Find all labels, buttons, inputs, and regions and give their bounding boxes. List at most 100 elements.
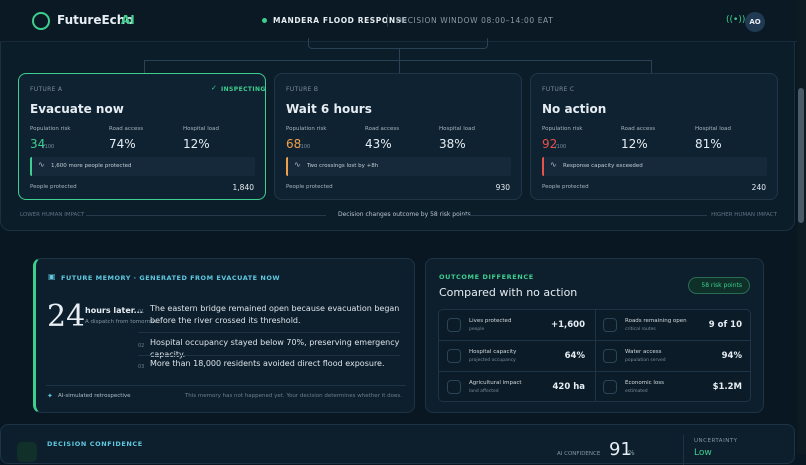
footer-label: People protected bbox=[542, 184, 589, 190]
metric-value: 81% bbox=[695, 137, 722, 151]
status-dot bbox=[262, 18, 267, 23]
cell-sub: population served bbox=[625, 358, 666, 363]
divider bbox=[46, 385, 406, 386]
metric-label: Population risk bbox=[30, 126, 71, 132]
metric-label: Road access bbox=[365, 126, 400, 132]
note-text: Two crossings lost by +8h bbox=[307, 163, 379, 169]
brand-suffix: AI bbox=[121, 13, 135, 27]
cell-icon bbox=[447, 380, 461, 394]
scroll-thumb[interactable] bbox=[798, 88, 804, 223]
scale-line bbox=[86, 215, 326, 216]
cell-value: 94% bbox=[721, 351, 742, 361]
logo bbox=[32, 12, 50, 30]
memory-panel: ▣ FUTURE MEMORY · GENERATED FROM EVACUAT… bbox=[33, 258, 415, 413]
confidence-panel: DECISION CONFIDENCE AI CONFIDENCE 91 % U… bbox=[0, 424, 795, 465]
divider bbox=[387, 14, 388, 27]
cell-name: Agricultural impact bbox=[469, 380, 522, 386]
impact-scale: LOWER HUMAN IMPACT Decision changes outc… bbox=[20, 211, 777, 218]
outcome-cell: Agricultural impact land affected 420 ha bbox=[439, 372, 596, 401]
check-icon: ✓ bbox=[211, 84, 217, 92]
future-label: FUTURE B bbox=[286, 86, 319, 93]
outcome-cell: Water access population served 94% bbox=[595, 341, 750, 372]
cell-icon bbox=[447, 349, 461, 363]
cell-icon bbox=[603, 380, 617, 394]
pulse-icon: ∿ bbox=[550, 160, 557, 169]
item-text: Hospital occupancy stayed below 70%, pre… bbox=[150, 338, 400, 359]
metric-label: Road access bbox=[621, 126, 656, 132]
cell-name: Lives protected bbox=[469, 318, 512, 324]
metric-label: Population risk bbox=[286, 126, 327, 132]
metric-unit: /100 bbox=[555, 144, 567, 150]
outcome-title: Compared with no action bbox=[439, 286, 578, 299]
footer-label: People protected bbox=[30, 184, 77, 190]
memory-subtitle: A dispatch from tomorrow bbox=[85, 319, 157, 325]
metric-label: Hospital load bbox=[183, 126, 219, 132]
note-text: Response capacity exceeded bbox=[563, 163, 643, 169]
mission: MANDERA FLOOD RESPONSE bbox=[273, 16, 408, 25]
scale-right: HIGHER HUMAN IMPACT bbox=[711, 212, 777, 218]
item-number: 02 bbox=[138, 343, 145, 349]
footer-value: 240 bbox=[751, 183, 766, 192]
memory-hours: 24 bbox=[47, 299, 86, 334]
uncertainty-value: Low bbox=[694, 448, 712, 458]
item-number: 01 bbox=[138, 309, 145, 315]
cell-name: Hospital capacity bbox=[469, 349, 517, 355]
outcome-panel: OUTCOME DIFFERENCE Compared with no acti… bbox=[425, 258, 764, 413]
cell-sub: people bbox=[469, 327, 485, 332]
decision-window: DECISION WINDOW 08:00–14:00 EAT bbox=[396, 16, 554, 25]
pulse-icon: ∿ bbox=[294, 160, 301, 169]
avatar[interactable]: AO bbox=[745, 12, 765, 32]
future-title: No action bbox=[542, 102, 607, 116]
outcome-cell: Hospital capacity projected occupancy 64% bbox=[439, 341, 596, 372]
future-label: FUTURE A bbox=[30, 86, 63, 93]
cell-value: 9 of 10 bbox=[708, 320, 742, 330]
brand: FutureEcho bbox=[57, 13, 134, 27]
note: ∿ 1,600 more people protected bbox=[30, 157, 255, 176]
metric-unit: /100 bbox=[299, 144, 311, 150]
cell-name: Roads remaining open bbox=[625, 318, 687, 324]
cell-value: +1,600 bbox=[550, 320, 585, 330]
memory-footer-right: This memory has not happened yet. Your d… bbox=[184, 393, 402, 399]
cell-name: Water access bbox=[625, 349, 662, 355]
connector bbox=[144, 60, 652, 73]
memory-icon: ▣ bbox=[48, 272, 56, 281]
outcome-cell: Lives protected people +1,600 bbox=[439, 310, 596, 341]
confidence-unit: % bbox=[628, 449, 635, 457]
cell-sub: projected occupancy bbox=[469, 358, 516, 363]
cell-value: 420 ha bbox=[552, 382, 586, 392]
future-title: Wait 6 hours bbox=[286, 102, 372, 116]
cell-icon bbox=[603, 349, 617, 363]
item-divider bbox=[138, 332, 400, 333]
metric-value: 74% bbox=[109, 137, 136, 151]
header: FutureEcho AI MANDERA FLOOD RESPONSE DEC… bbox=[0, 0, 797, 42]
metric-label: Hospital load bbox=[439, 126, 475, 132]
cell-sub: estimated bbox=[625, 389, 648, 394]
cell-sub: land affected bbox=[469, 389, 499, 394]
footer-label: People protected bbox=[286, 184, 333, 190]
future-title: Evacuate now bbox=[30, 102, 124, 116]
metric-value: 43% bbox=[365, 137, 392, 151]
footer-value: 1,840 bbox=[232, 183, 254, 192]
scale-center: Decision changes outcome by 58 risk poin… bbox=[338, 211, 471, 218]
confidence-label: AI CONFIDENCE bbox=[557, 451, 601, 457]
metric-value: 38% bbox=[439, 137, 466, 151]
note: ∿ Response capacity exceeded bbox=[542, 157, 767, 176]
cell-value: $1.2M bbox=[712, 382, 742, 392]
memory-title: FUTURE MEMORY · GENERATED FROM EVACUATE … bbox=[61, 274, 281, 282]
note: ∿ Two crossings lost by +8h bbox=[286, 157, 511, 176]
cell-icon bbox=[447, 318, 461, 332]
memory-footer-left: AI-simulated retrospective bbox=[58, 393, 131, 399]
cell-sub: critical routes bbox=[625, 327, 656, 332]
metric-value: 12% bbox=[183, 137, 210, 151]
footer-value: 930 bbox=[495, 183, 510, 192]
badge-text: 58 risk points bbox=[701, 282, 742, 289]
inspecting-badge: INSPECTING bbox=[221, 86, 266, 93]
sparkle-icon: ✦ bbox=[47, 392, 53, 400]
uncertainty-label: UNCERTAINTY bbox=[694, 438, 738, 444]
item-text: The eastern bridge remained open because… bbox=[150, 304, 400, 325]
decision-box bbox=[308, 38, 488, 49]
outcome-grid: Lives protected people +1,600 Roads remaini… bbox=[438, 309, 751, 402]
confidence-title: DECISION CONFIDENCE bbox=[47, 440, 143, 448]
pulse-icon: ∿ bbox=[38, 160, 45, 169]
